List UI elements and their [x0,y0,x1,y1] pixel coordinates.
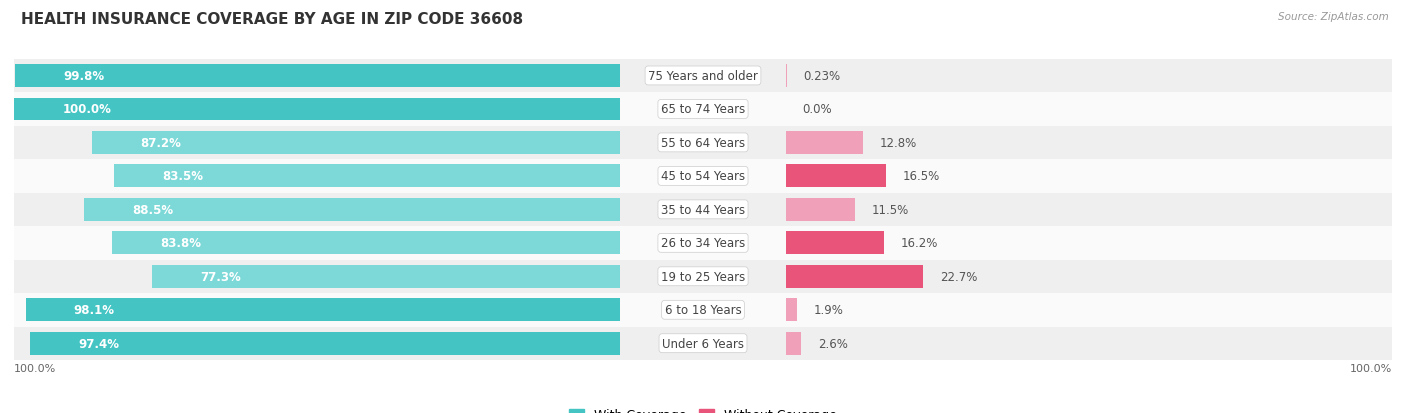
Text: 65 to 74 Years: 65 to 74 Years [661,103,745,116]
Bar [14,59,1392,93]
Bar [14,193,1392,227]
Bar [786,132,863,154]
Text: 87.2%: 87.2% [139,137,181,150]
Text: 55 to 64 Years: 55 to 64 Years [661,137,745,150]
Text: HEALTH INSURANCE COVERAGE BY AGE IN ZIP CODE 36608: HEALTH INSURANCE COVERAGE BY AGE IN ZIP … [21,12,523,27]
Bar [91,132,620,154]
Text: 0.0%: 0.0% [803,103,832,116]
Bar [112,232,620,254]
Bar [14,93,1392,126]
Bar [14,327,1392,360]
Text: 88.5%: 88.5% [132,203,173,216]
Bar [84,199,620,221]
Bar [14,160,1392,193]
Bar [786,232,884,254]
Text: 0.23%: 0.23% [804,70,841,83]
Bar [786,265,924,288]
Bar [786,332,801,355]
Bar [14,260,1392,293]
Text: Source: ZipAtlas.com: Source: ZipAtlas.com [1278,12,1389,22]
Text: 75 Years and older: 75 Years and older [648,70,758,83]
Text: 83.8%: 83.8% [160,237,201,250]
Bar [786,299,797,321]
Text: 11.5%: 11.5% [872,203,910,216]
Bar [15,65,620,88]
Bar [114,165,620,188]
Bar [14,293,1392,327]
Text: 99.8%: 99.8% [63,70,104,83]
Text: 83.5%: 83.5% [162,170,204,183]
Text: 6 to 18 Years: 6 to 18 Years [665,304,741,316]
Text: 100.0%: 100.0% [62,103,111,116]
Text: 98.1%: 98.1% [73,304,115,316]
Bar [30,332,620,355]
Text: 100.0%: 100.0% [1350,363,1392,373]
Text: 12.8%: 12.8% [880,137,917,150]
Text: 77.3%: 77.3% [200,270,240,283]
Text: 100.0%: 100.0% [14,363,56,373]
Text: 19 to 25 Years: 19 to 25 Years [661,270,745,283]
Bar [25,299,620,321]
Text: 1.9%: 1.9% [814,304,844,316]
Text: 26 to 34 Years: 26 to 34 Years [661,237,745,250]
Bar [786,165,886,188]
Bar [786,199,855,221]
Text: 16.2%: 16.2% [900,237,938,250]
Bar [14,227,1392,260]
Text: 22.7%: 22.7% [939,270,977,283]
Text: 45 to 54 Years: 45 to 54 Years [661,170,745,183]
Legend: With Coverage, Without Coverage: With Coverage, Without Coverage [564,404,842,413]
Text: Under 6 Years: Under 6 Years [662,337,744,350]
Bar [152,265,620,288]
Text: 35 to 44 Years: 35 to 44 Years [661,203,745,216]
Text: 97.4%: 97.4% [79,337,120,350]
Bar [14,98,620,121]
Text: 2.6%: 2.6% [818,337,848,350]
Bar [14,126,1392,160]
Text: 16.5%: 16.5% [903,170,939,183]
